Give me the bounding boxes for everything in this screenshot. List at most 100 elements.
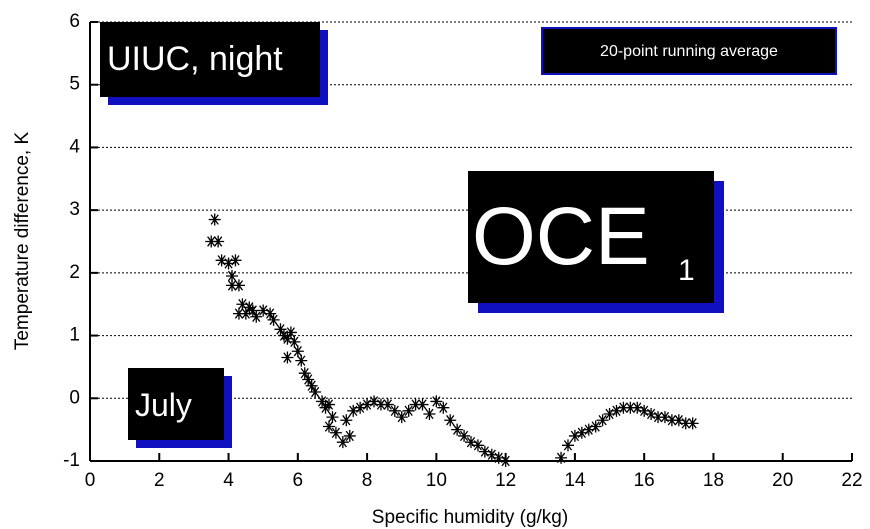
oce-subscript: 1	[678, 254, 695, 287]
box	[128, 368, 224, 440]
point	[288, 335, 301, 348]
point	[395, 411, 408, 424]
point	[212, 235, 225, 248]
month-label: July	[135, 387, 192, 423]
point	[423, 407, 436, 420]
point	[381, 398, 394, 411]
x-tick-label: 12	[495, 470, 516, 491]
x-tick-label: 14	[564, 470, 586, 491]
y-axis-label: Temperature difference, K	[12, 132, 33, 351]
point	[596, 414, 609, 427]
point	[316, 395, 329, 408]
x-tick-label: 20	[772, 470, 793, 491]
y-tick-label: 4	[69, 136, 80, 157]
point	[281, 332, 294, 345]
point	[679, 417, 692, 430]
point	[274, 323, 287, 336]
point	[298, 367, 311, 380]
point	[361, 398, 374, 411]
x-tick-label: 8	[362, 470, 373, 491]
point	[309, 386, 322, 399]
point	[215, 254, 228, 267]
y-tick-label: -1	[63, 450, 80, 471]
y-tick-label: 3	[69, 199, 80, 220]
y-tick-label: 2	[69, 262, 80, 283]
point	[229, 254, 242, 267]
point	[319, 401, 332, 414]
point	[555, 451, 568, 464]
point	[302, 373, 315, 386]
x-tick-label: 22	[841, 470, 862, 491]
point	[416, 398, 429, 411]
point	[672, 414, 685, 427]
point	[226, 279, 239, 292]
point	[305, 379, 318, 392]
points	[205, 213, 699, 467]
point	[624, 401, 637, 414]
point	[561, 439, 574, 452]
point	[437, 401, 450, 414]
point	[232, 279, 245, 292]
point	[478, 445, 491, 458]
point	[638, 404, 651, 417]
point	[281, 351, 294, 364]
point	[388, 404, 401, 417]
point	[222, 257, 235, 270]
point	[631, 401, 644, 414]
point	[239, 307, 252, 320]
point	[340, 414, 353, 427]
point	[329, 426, 342, 439]
point	[603, 407, 616, 420]
point	[485, 448, 498, 461]
point	[257, 304, 270, 317]
x-tick-label: 4	[223, 470, 234, 491]
point	[686, 417, 699, 430]
y-tick-label: 0	[69, 387, 80, 408]
point	[232, 307, 245, 320]
x-tick-label: 0	[85, 470, 96, 491]
point	[264, 307, 277, 320]
point	[322, 398, 335, 411]
x-axis-label: Specific humidity (g/kg)	[372, 507, 568, 528]
point	[343, 429, 356, 442]
box	[100, 22, 320, 97]
point	[575, 426, 588, 439]
oce-label: OCE	[472, 191, 650, 282]
point	[326, 411, 339, 424]
point	[284, 326, 297, 339]
point	[465, 436, 477, 449]
site-label: UIUC, night	[107, 40, 283, 78]
point	[617, 401, 630, 414]
x-tick-label: 18	[703, 470, 724, 491]
point	[250, 310, 263, 323]
point	[205, 235, 218, 248]
point	[589, 420, 602, 433]
box	[468, 171, 714, 303]
point	[402, 404, 415, 417]
point	[582, 423, 595, 436]
method-label: 20-point running average	[600, 43, 778, 60]
x-tick-label: 16	[634, 470, 655, 491]
point	[226, 269, 239, 282]
y-tick-label: 1	[69, 325, 80, 346]
point	[665, 414, 678, 427]
point	[347, 404, 360, 417]
box	[541, 27, 837, 75]
point	[277, 329, 290, 342]
point	[610, 404, 623, 417]
point	[374, 398, 387, 411]
point	[267, 313, 280, 326]
point	[354, 401, 367, 414]
x-tick-label: 2	[154, 470, 165, 491]
point	[236, 298, 249, 311]
point	[568, 429, 581, 442]
point	[243, 301, 256, 314]
point	[645, 407, 658, 420]
point	[368, 395, 381, 408]
point	[444, 414, 457, 427]
point	[451, 423, 464, 436]
point	[652, 411, 665, 424]
y-tick-label: 5	[69, 74, 80, 95]
x-tick-label: 6	[293, 470, 304, 491]
